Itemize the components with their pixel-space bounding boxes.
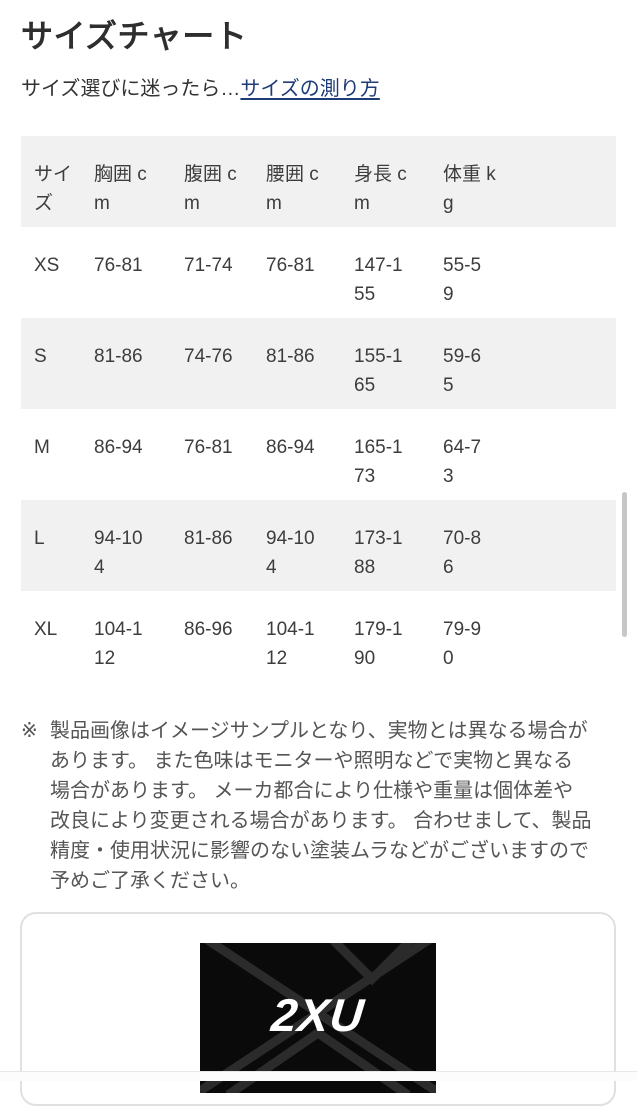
value-cell: 71-74 [184, 254, 233, 276]
table-row: L 94-10 4 81-86 94-10 4 173-1 88 70-8 6 [21, 499, 616, 591]
value-cell: 94-10 4 [94, 527, 143, 578]
value-cell: 179-1 90 [354, 618, 403, 669]
value-cell: 104-1 12 [266, 618, 315, 669]
disclaimer-text: 製品画像はイメージサンプルとなり、実物とは異なる場合があります。 また色味はモニ… [50, 719, 592, 892]
size-cell: XS [34, 254, 60, 276]
bottom-edge-bar [0, 1071, 637, 1081]
value-cell: 76-81 [266, 254, 315, 276]
value-cell: 64-7 3 [443, 436, 482, 487]
measure-guide-link[interactable]: サイズの測り方 [240, 77, 380, 100]
size-help-text: サイズ選びに迷ったら… [21, 77, 241, 100]
size-cell: S [34, 345, 47, 367]
table-row: M 86-94 76-81 86-94 165-1 73 64-7 3 [21, 409, 616, 500]
table-row: XS 76-81 71-74 76-81 147-1 55 55-5 9 [21, 227, 616, 318]
value-cell: 76-81 [94, 254, 143, 276]
header-row: サイ ズ胸囲 c m 腹囲 c m 腰囲 c m 身長 c m 体重 k g [21, 135, 616, 227]
value-cell: 86-96 [184, 618, 233, 640]
value-cell: 147-1 55 [354, 254, 403, 305]
value-cell: 76-81 [184, 436, 233, 458]
size-cell: M [34, 436, 50, 458]
value-cell: 104-1 12 [94, 618, 143, 669]
column-header: サイ ズ [34, 163, 73, 214]
column-header: 胸囲 c m [94, 163, 147, 214]
size-table-head: サイ ズ胸囲 c m 腹囲 c m 腰囲 c m 身長 c m 体重 k g [21, 135, 616, 227]
size-cell: XL [34, 618, 58, 640]
value-cell: 86-94 [94, 436, 143, 458]
page-title: サイズチャート [21, 18, 248, 54]
value-cell: 86-94 [266, 436, 315, 458]
size-help-line: サイズ選びに迷ったら…サイズの測り方 [21, 75, 616, 103]
column-header: 身長 c m [354, 163, 407, 214]
disclaimer: ※ 製品画像はイメージサンプルとなり、実物とは異なる場合があります。 また色味は… [21, 716, 593, 896]
value-cell: 74-76 [184, 345, 233, 367]
size-table: サイ ズ胸囲 c m 腹囲 c m 腰囲 c m 身長 c m 体重 k g XS 76-… [21, 135, 616, 682]
value-cell: 173-1 88 [354, 527, 403, 578]
value-cell: 79-9 0 [443, 618, 482, 669]
brand-logo-2xu: 2XU [269, 988, 367, 1041]
value-cell: 81-86 [266, 345, 315, 367]
size-cell: L [34, 527, 45, 549]
value-cell: 165-1 73 [354, 436, 403, 487]
column-header: 体重 k g [443, 163, 496, 214]
disclaimer-mark: ※ [21, 719, 38, 742]
value-cell: 81-86 [184, 527, 233, 549]
value-cell: 155-1 65 [354, 345, 403, 396]
value-cell: 70-8 6 [443, 527, 482, 578]
value-cell: 59-6 5 [443, 345, 482, 396]
value-cell: 81-86 [94, 345, 143, 367]
table-row: S 81-86 74-76 81-86 155-1 65 59-6 5 [21, 317, 616, 409]
column-header: 腰囲 c m [266, 163, 319, 214]
value-cell: 55-5 9 [443, 254, 482, 305]
table-row: XL 104-1 12 86-96 104-1 12 179-1 90 79-9 0 [21, 591, 616, 682]
scrollbar-thumb[interactable] [622, 492, 627, 637]
column-header: 腹囲 c m [184, 163, 237, 214]
size-table-body: XS 76-81 71-74 76-81 147-1 55 55-5 9 S 81-86 74-… [21, 227, 616, 682]
value-cell: 94-10 4 [266, 527, 315, 578]
